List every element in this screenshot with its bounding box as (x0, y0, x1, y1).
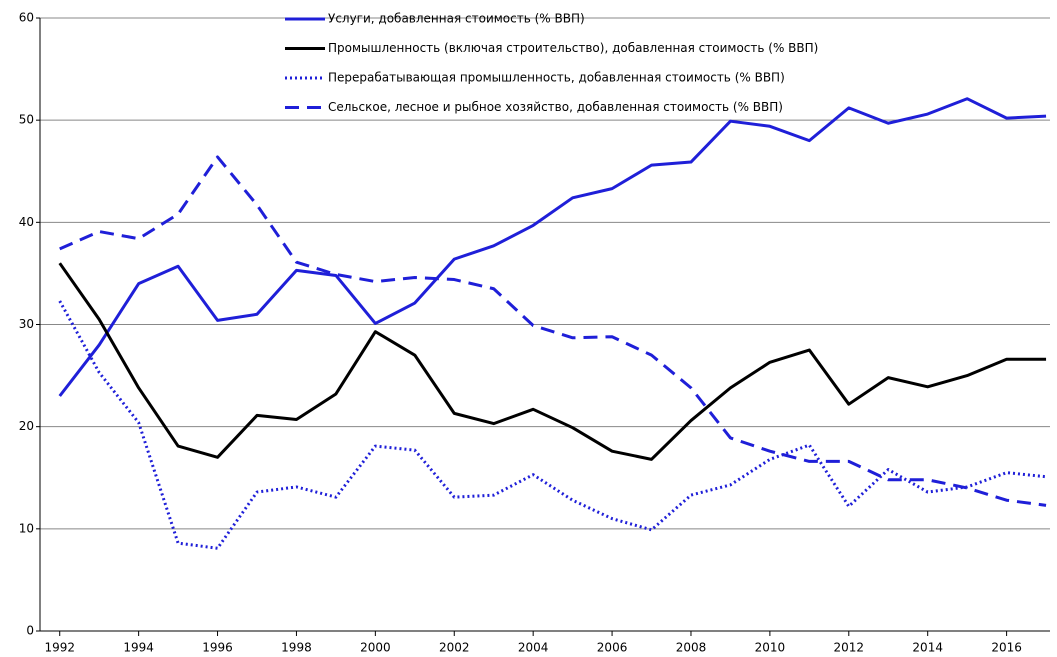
legend-label: Промышленность (включая строительство), … (328, 41, 818, 55)
x-tick-label: 2006 (597, 641, 628, 655)
legend-label: Перерабатывающая промышленность, добавле… (328, 71, 785, 85)
x-tick-label: 2002 (439, 641, 470, 655)
y-tick-label: 30 (19, 317, 34, 331)
y-tick-label: 10 (19, 521, 34, 535)
legend-label: Услуги, добавленная стоимость (% ВВП) (328, 12, 585, 26)
y-tick-label: 0 (26, 624, 34, 638)
legend-label: Сельское, лесное и рыбное хозяйство, доб… (328, 100, 783, 114)
x-tick-label: 2016 (991, 641, 1022, 655)
y-tick-label: 50 (19, 113, 34, 127)
series-line (58, 97, 1047, 397)
y-tick-label: 40 (19, 215, 34, 229)
y-tick-label: 60 (19, 11, 34, 25)
x-tick-label: 2010 (755, 641, 786, 655)
x-tick-label: 1998 (281, 641, 312, 655)
x-tick-label: 2012 (834, 641, 865, 655)
x-tick-label: 2008 (676, 641, 707, 655)
x-tick-label: 1992 (44, 641, 75, 655)
x-tick-label: 2014 (912, 641, 943, 655)
x-tick-label: 1994 (123, 641, 154, 655)
y-tick-label: 20 (19, 419, 34, 433)
series-line (59, 155, 1047, 507)
series-line (58, 262, 1047, 461)
x-tick-label: 1996 (202, 641, 233, 655)
x-tick-label: 2000 (360, 641, 391, 655)
series-line (58, 300, 1047, 550)
x-tick-label: 2004 (518, 641, 549, 655)
